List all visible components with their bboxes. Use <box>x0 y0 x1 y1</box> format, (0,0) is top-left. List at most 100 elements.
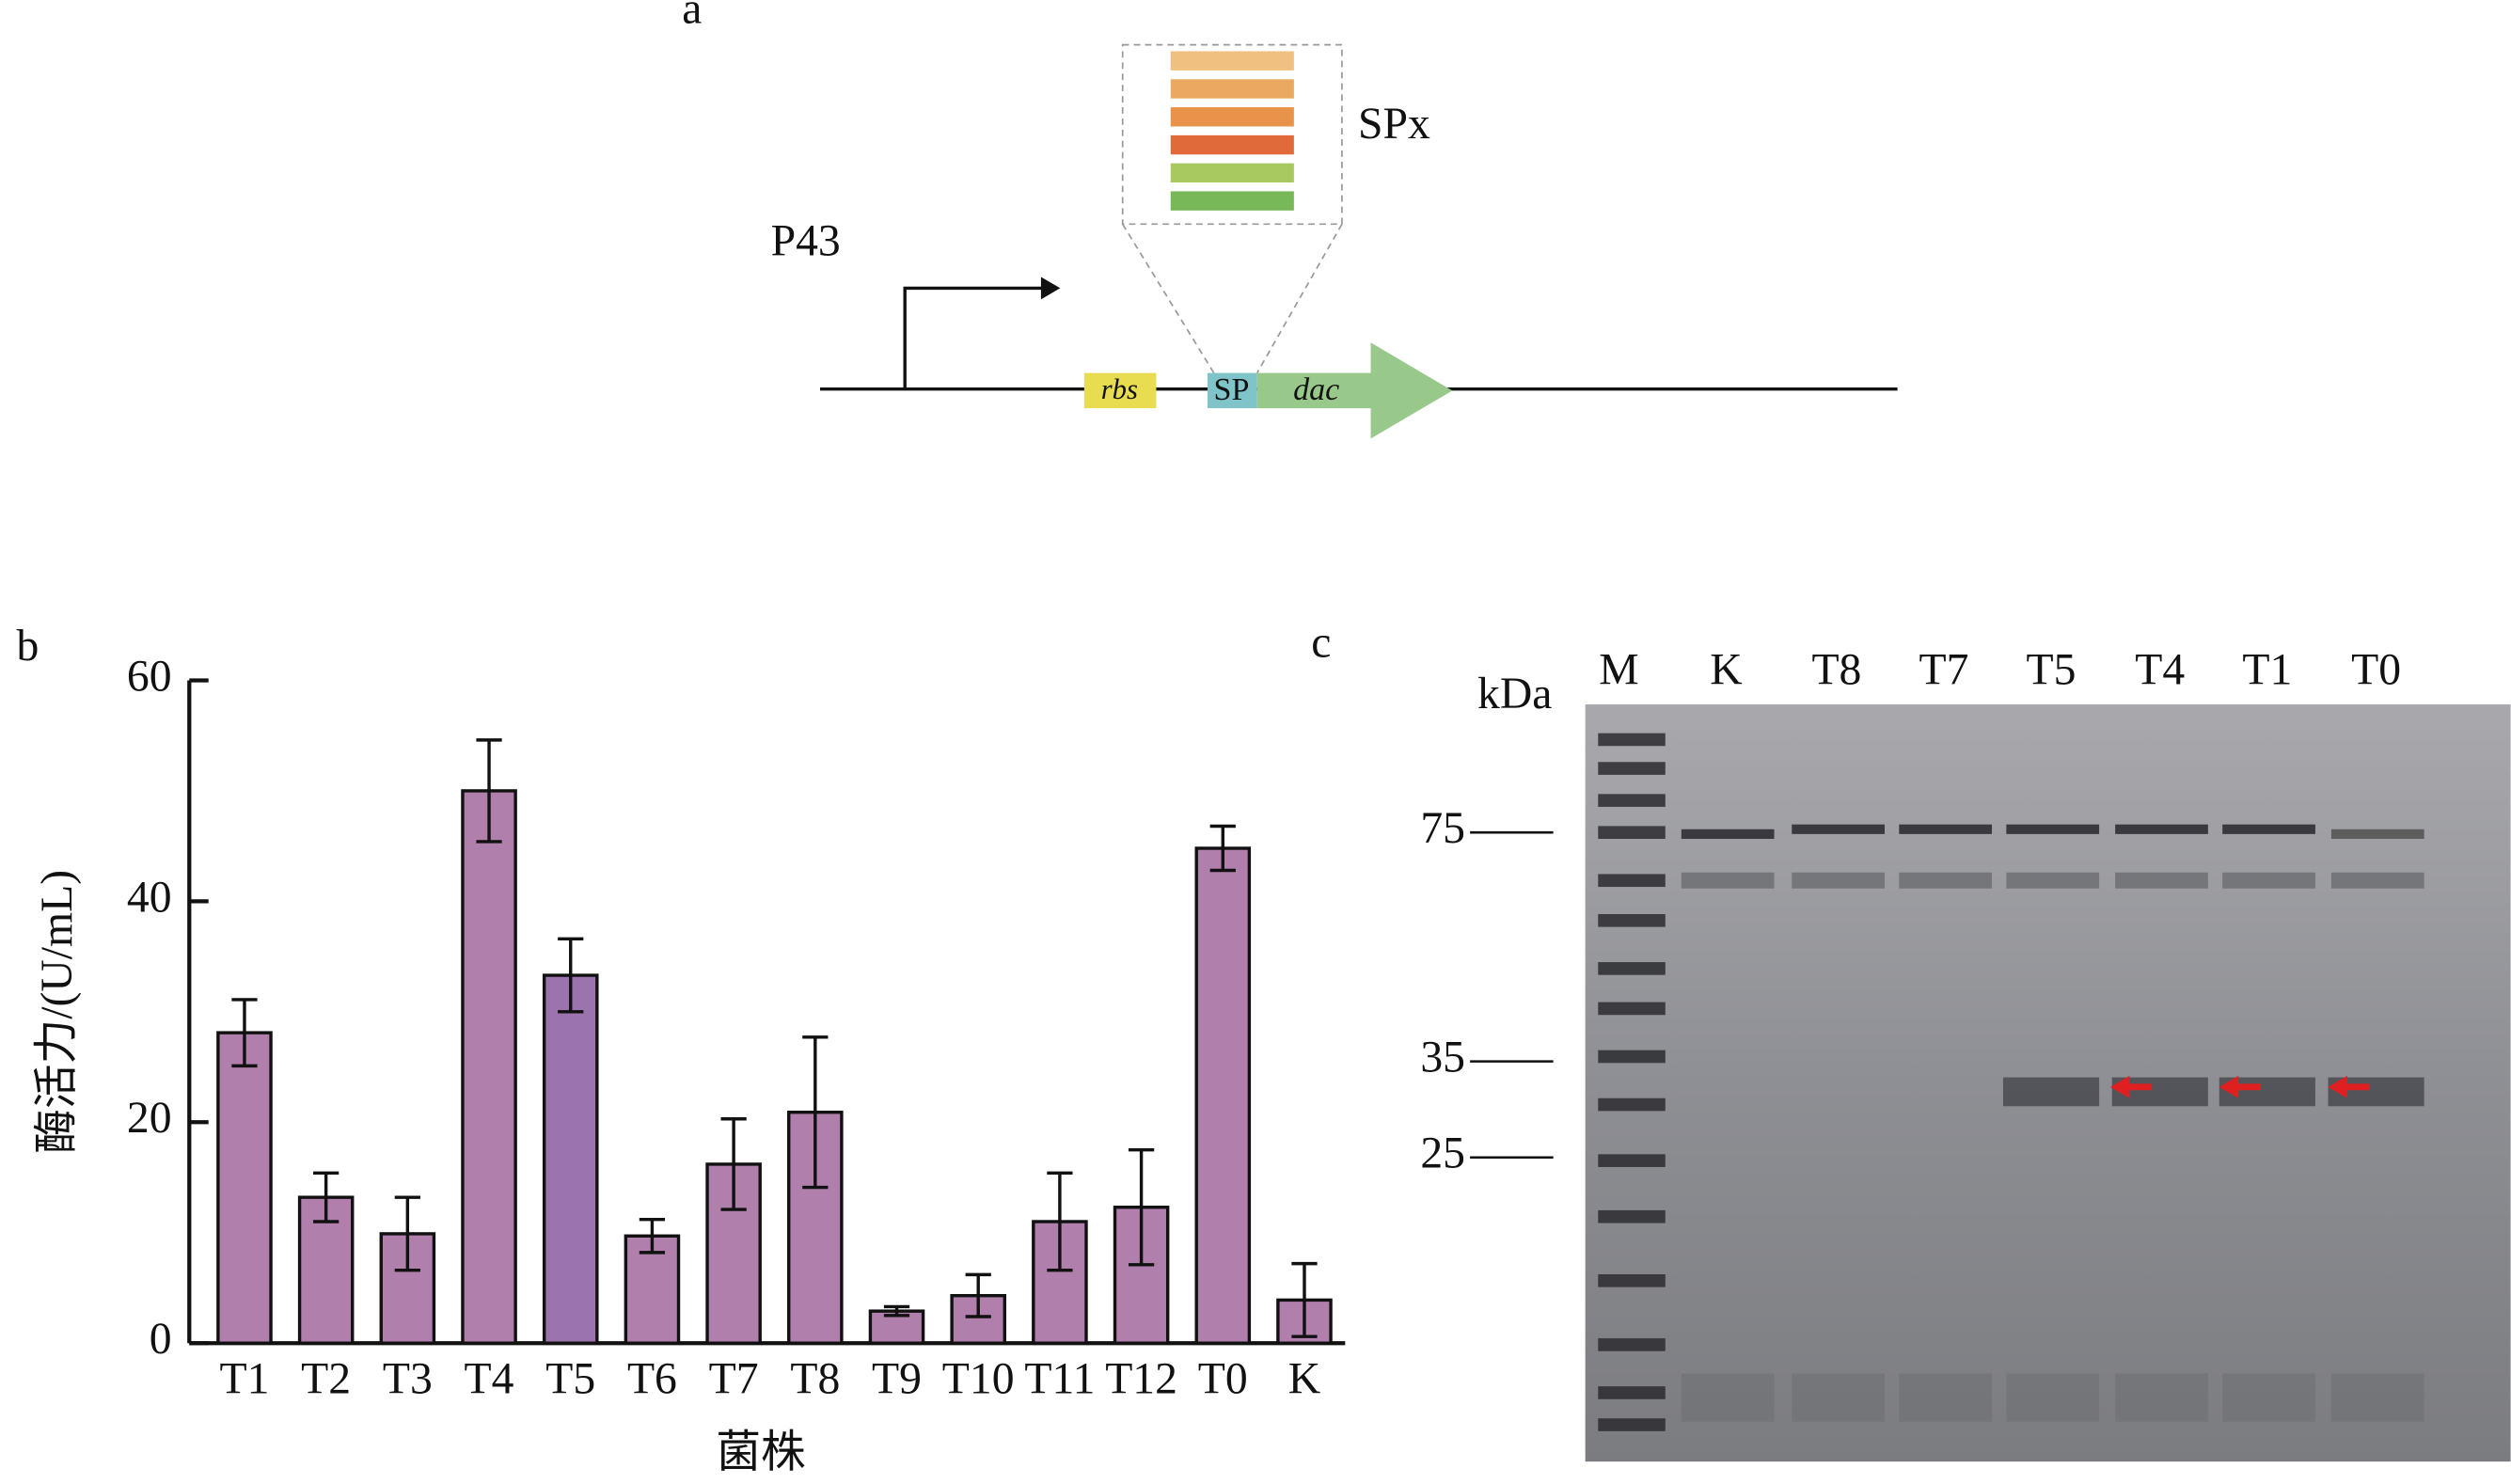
x-tick-label: T3 <box>383 1355 433 1404</box>
band <box>1899 1373 1993 1422</box>
x-tick-label: T9 <box>872 1355 922 1404</box>
bar <box>461 789 517 1345</box>
ladder-band <box>1598 762 1666 775</box>
gene-arrow <box>1256 342 1453 439</box>
ladder-band <box>1598 1154 1666 1167</box>
gene-label: dac <box>1293 372 1339 407</box>
panel-label: c <box>1311 619 1331 668</box>
signal-peptide-stripe <box>1170 107 1294 127</box>
library-label: SPx <box>1358 100 1430 149</box>
band <box>2222 1373 2315 1422</box>
ladder-band <box>1598 1274 1666 1287</box>
y-tick-label: 40 <box>127 873 172 922</box>
ladder-band <box>1598 1338 1666 1351</box>
ladder-band <box>1598 962 1666 975</box>
band <box>2006 1373 2100 1422</box>
lane-label: T0 <box>2351 646 2401 695</box>
band <box>2115 1373 2208 1422</box>
error-bar <box>394 1195 420 1272</box>
band <box>2222 824 2315 834</box>
lane-label: M <box>1599 646 1638 695</box>
band <box>1792 1373 1885 1422</box>
ladder-band <box>1598 733 1666 747</box>
signal-peptide-stripe <box>1170 51 1294 71</box>
signal-peptide-stripe <box>1170 134 1294 155</box>
band <box>2115 872 2208 889</box>
y-tick-label: 20 <box>127 1094 172 1143</box>
red-arrow <box>2219 1075 2262 1098</box>
panel-label: b <box>16 622 39 671</box>
band <box>1681 872 1775 889</box>
x-tick-label: T5 <box>545 1355 595 1404</box>
ladder-band <box>1598 1002 1666 1016</box>
library-box <box>1121 43 1343 226</box>
error-bar <box>558 937 584 1014</box>
x-tick-label: K <box>1288 1355 1320 1404</box>
rbs-box <box>1083 372 1157 409</box>
band <box>1681 829 1775 839</box>
ladder-band <box>1598 1209 1666 1224</box>
x-tick-label: T7 <box>709 1355 759 1404</box>
band <box>2002 1077 2100 1107</box>
x-axis-label: 菌株 <box>716 1429 805 1477</box>
x-tick-label: T0 <box>1198 1355 1248 1404</box>
band <box>2115 824 2208 834</box>
band <box>2222 872 2315 889</box>
red-arrow <box>2110 1075 2153 1098</box>
x-tick-label: T2 <box>301 1355 351 1404</box>
error-bar <box>802 1035 829 1190</box>
ladder-band <box>1598 1418 1666 1431</box>
x-tick-label: T6 <box>627 1355 677 1404</box>
promoter-label: P43 <box>771 216 841 265</box>
lane-label: T7 <box>1919 646 1968 695</box>
bar <box>216 1031 273 1345</box>
ladder-band <box>1598 1050 1666 1064</box>
x-tick-label: T4 <box>465 1355 514 1404</box>
promoter-arrow <box>903 286 1050 389</box>
band <box>1792 872 1885 889</box>
ladder-band <box>1598 794 1666 807</box>
red-arrow <box>2328 1075 2370 1098</box>
rbs-label: rbs <box>1101 373 1138 405</box>
bar <box>1194 846 1252 1345</box>
signal-peptide-stripe <box>1170 191 1294 211</box>
y-tick-label: 0 <box>150 1315 172 1364</box>
x-tick-label: T10 <box>942 1355 1015 1404</box>
sp-label: SP <box>1214 372 1250 407</box>
ladder-band <box>1598 826 1666 839</box>
error-bar <box>965 1272 991 1318</box>
error-bar <box>1047 1171 1073 1272</box>
zoom-lines <box>1121 223 1343 374</box>
promoter-arrowhead <box>1040 276 1061 300</box>
x-tick-label: T11 <box>1024 1355 1095 1404</box>
x-tick-label: T1 <box>219 1355 269 1404</box>
band <box>2006 872 2100 889</box>
ladder-band <box>1598 913 1666 927</box>
band <box>2330 829 2424 839</box>
error-bar <box>639 1217 666 1255</box>
marker-label: 25 <box>1420 1129 1465 1178</box>
ladder-band <box>1598 874 1666 888</box>
sp-box <box>1207 372 1257 409</box>
band <box>1899 872 1993 889</box>
y-tick-label: 60 <box>127 652 172 701</box>
signal-peptide-stripe <box>1170 79 1294 99</box>
error-bar <box>231 998 258 1068</box>
error-bar <box>720 1117 747 1211</box>
error-bar <box>883 1304 910 1318</box>
band <box>1792 824 1885 834</box>
lane-label: T8 <box>1811 646 1861 695</box>
error-bar <box>1128 1147 1155 1267</box>
lane-label: T5 <box>2027 646 2077 695</box>
ladder-band <box>1598 1386 1666 1399</box>
marker-label: 35 <box>1420 1034 1465 1082</box>
lane-label: T1 <box>2242 646 2292 695</box>
x-tick-label: T12 <box>1105 1355 1177 1404</box>
signal-peptide-stripe <box>1170 163 1294 183</box>
lane-label: K <box>1710 646 1742 695</box>
marker-label: 75 <box>1420 804 1465 853</box>
bar <box>542 973 599 1345</box>
band <box>2330 872 2424 889</box>
error-bar <box>1291 1261 1318 1338</box>
